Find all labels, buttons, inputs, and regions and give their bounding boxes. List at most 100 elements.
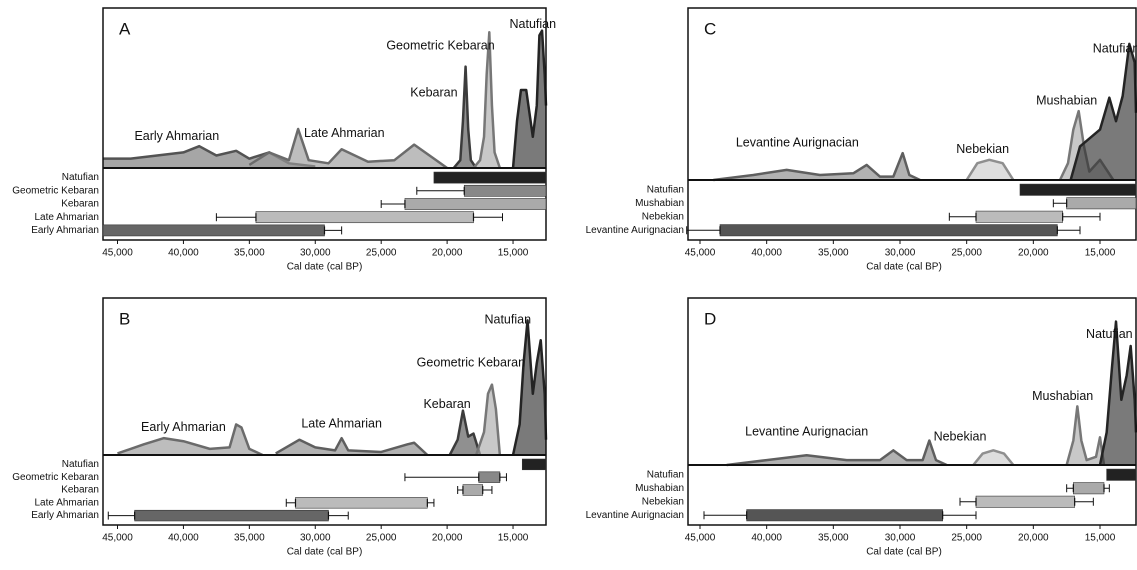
annotation: Natufian [510,17,557,31]
density-line [452,65,478,169]
x-tick-label: 35,000 [234,533,265,544]
panel-label: B [119,309,130,328]
phase-label: Natufian [647,469,684,480]
x-tick-label: 25,000 [366,533,397,544]
x-tick-label: 40,000 [168,533,199,544]
phase-label: Geometric Kebaran [12,472,99,483]
density-line [448,409,482,456]
x-tick-label: 15,000 [498,533,529,544]
density-area [453,66,477,168]
panel-label: A [119,19,131,38]
x-tick-label: 45,000 [685,533,716,544]
x-tick-label: 35,000 [818,248,849,259]
density-line [1069,42,1137,181]
phase-bar [1019,183,1137,196]
annotation: Natufian [484,313,531,327]
x-tick-label: 20,000 [432,533,463,544]
annotation: Geometric Kebaran [386,39,494,53]
x-tick-label: 30,000 [885,248,916,259]
density-area [1100,321,1136,465]
density-line [474,383,502,456]
density-area [513,320,546,455]
density-area [966,159,1014,180]
phase-bar [746,509,943,522]
x-tick-label: 25,000 [951,533,982,544]
phase-bar [433,171,547,184]
phase-label: Levantine Aurignacian [586,510,684,521]
annotation: Early Ahmarian [141,420,226,434]
density-line [1065,405,1106,466]
x-tick-label: 40,000 [751,533,782,544]
phase-bar [478,471,501,483]
density-area [1070,43,1136,180]
phase-bar [102,224,325,237]
annotation: Late Ahmarian [304,126,385,140]
x-tick-label: 20,000 [1018,248,1049,259]
x-tick-label: 15,000 [1085,248,1116,259]
annotation: Natufian [1093,41,1137,55]
phase-bar [975,495,1075,508]
x-axis-label: Cal date (cal BP) [866,262,942,273]
phase-label: Nebekian [642,496,684,507]
x-tick-label: 20,000 [432,248,463,259]
phase-label: Mushabian [635,483,684,494]
phase-label: Kebaran [61,199,99,210]
phase-bar [404,198,547,210]
density-area [117,424,263,455]
density-area [513,30,546,168]
phase-label: Kebaran [61,485,99,496]
phase-bar [255,211,474,224]
panel-label: C [704,19,716,38]
phase-label: Nebekian [642,211,684,222]
annotation: Mushabian [1032,389,1093,403]
density-line [275,436,429,456]
density-line [965,158,1015,181]
x-axis-label: Cal date (cal BP) [287,547,363,558]
density-line [472,31,502,169]
annotation: Kebaran [410,85,457,99]
x-tick-label: 15,000 [498,248,529,259]
phase-bar [463,184,547,197]
panel-frame [102,7,547,241]
density-line [713,151,921,182]
x-tick-label: 20,000 [1018,533,1049,544]
phase-label: Natufian [62,172,99,183]
phase-label: Geometric Kebaran [12,185,99,196]
phase-label: Late Ahmarian [35,212,100,223]
density-area [449,410,481,455]
panel-frame [687,297,1137,526]
phase-bar [521,458,547,471]
x-tick-label: 25,000 [951,248,982,259]
density-line [726,439,948,467]
annotation: Levantine Aurignacian [736,135,859,149]
x-tick-label: 15,000 [1085,533,1116,544]
annotation: Kebaran [423,397,470,411]
phase-label: Natufian [647,184,684,195]
annotation: Geometric Kebaran [417,355,525,369]
density-line [511,319,548,456]
panel-label: D [704,309,716,328]
annotation: Natufian [1086,327,1133,341]
x-tick-label: 35,000 [818,533,849,544]
phase-label: Early Ahmarian [31,510,99,521]
x-tick-label: 30,000 [300,248,331,259]
x-tick-label: 45,000 [102,533,133,544]
annotation: Late Ahmarian [301,417,382,431]
density-line [1098,320,1137,466]
phase-label: Early Ahmarian [31,225,99,236]
phase-bar [1066,197,1137,210]
density-line [248,127,448,170]
density-line [117,423,264,457]
panel-frame [102,297,547,526]
x-axis-label: Cal date (cal BP) [287,262,363,273]
x-tick-label: 40,000 [168,248,199,259]
phase-label: Late Ahmarian [35,497,100,508]
density-line [972,449,1015,466]
panel-frame [687,7,1137,241]
x-tick-label: 30,000 [885,533,916,544]
phase-bar [975,210,1063,223]
phase-bar [1106,468,1137,481]
x-tick-label: 30,000 [300,533,331,544]
x-tick-label: 40,000 [751,248,782,259]
